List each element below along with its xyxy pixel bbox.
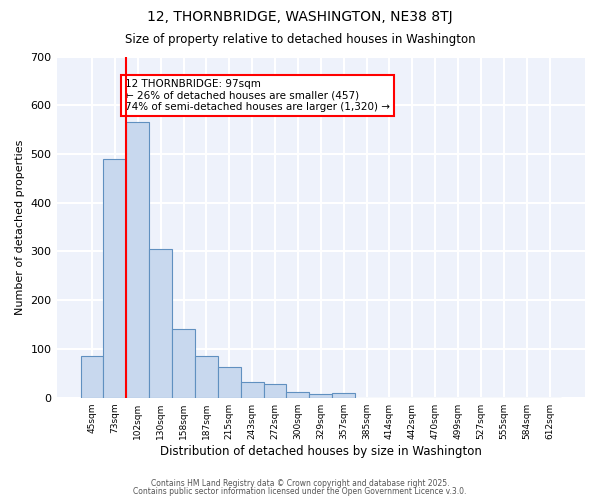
Bar — [103, 159, 127, 398]
Text: 12, THORNBRIDGE, WASHINGTON, NE38 8TJ: 12, THORNBRIDGE, WASHINGTON, NE38 8TJ — [147, 10, 453, 24]
Text: Size of property relative to detached houses in Washington: Size of property relative to detached ho… — [125, 32, 475, 46]
Text: Contains HM Land Registry data © Crown copyright and database right 2025.: Contains HM Land Registry data © Crown c… — [151, 478, 449, 488]
Bar — [332, 393, 355, 398]
Bar — [195, 356, 218, 398]
Bar — [310, 394, 332, 398]
X-axis label: Distribution of detached houses by size in Washington: Distribution of detached houses by size … — [160, 444, 482, 458]
Bar — [149, 249, 172, 398]
Bar — [263, 384, 286, 398]
Text: 12 THORNBRIDGE: 97sqm
← 26% of detached houses are smaller (457)
74% of semi-det: 12 THORNBRIDGE: 97sqm ← 26% of detached … — [125, 78, 390, 112]
Text: Contains public sector information licensed under the Open Government Licence v.: Contains public sector information licen… — [133, 487, 467, 496]
Bar — [172, 330, 195, 398]
Bar — [286, 392, 310, 398]
Bar — [127, 122, 149, 398]
Bar — [80, 356, 103, 398]
Y-axis label: Number of detached properties: Number of detached properties — [15, 140, 25, 315]
Bar — [241, 382, 263, 398]
Bar — [218, 368, 241, 398]
